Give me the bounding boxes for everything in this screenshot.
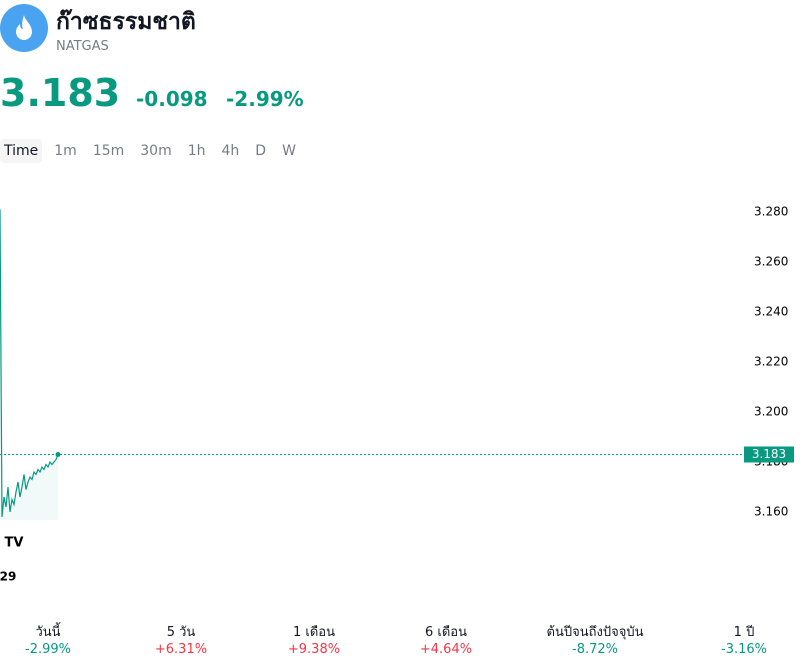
y-tick-label: 3.260 bbox=[754, 255, 788, 269]
logo: TV bbox=[5, 536, 24, 551]
change-percent: -2.99% bbox=[226, 87, 304, 111]
tab[interactable]: 1h bbox=[187, 143, 206, 159]
symbol: NATGAS bbox=[56, 39, 109, 54]
perf-value: +4.64% bbox=[419, 642, 473, 657]
area bbox=[0, 209, 58, 520]
y-tick-label: 3.200 bbox=[754, 405, 788, 419]
tab[interactable]: D bbox=[255, 143, 267, 159]
tab[interactable]: 15m bbox=[92, 143, 125, 159]
x-tick-label: 29 bbox=[0, 570, 16, 584]
tab[interactable]: Time bbox=[0, 139, 43, 163]
symbol-icon bbox=[0, 4, 48, 52]
tab[interactable]: 30m bbox=[140, 143, 172, 159]
perf-value: -3.16% bbox=[721, 642, 767, 657]
perf-value: +6.31% bbox=[154, 642, 208, 657]
perf-label: ต้นปีจนถึงปัจจุบัน bbox=[546, 625, 644, 640]
line bbox=[0, 209, 59, 518]
price-label-bg bbox=[744, 446, 794, 463]
timeframe-tabs: Time 1m 15m 30m 1h 4h D W bbox=[0, 139, 308, 163]
perf-value: -2.99% bbox=[25, 642, 71, 657]
price: 3.183 bbox=[0, 71, 121, 115]
perf-label: 6 เดือน bbox=[425, 625, 467, 640]
price-label: 3.183 bbox=[752, 447, 786, 461]
perf-value: -8.72% bbox=[572, 642, 618, 657]
perf-label: 1 ปี bbox=[733, 625, 755, 640]
title: ก๊าซธรรมชาติ bbox=[56, 9, 196, 35]
perf-label: 5 วัน bbox=[166, 625, 196, 640]
perf-label: วันนี้ bbox=[35, 625, 61, 640]
y-tick-label: 3.240 bbox=[754, 305, 788, 319]
tab[interactable]: 4h bbox=[221, 143, 240, 159]
change: -0.098 bbox=[136, 87, 208, 111]
y-tick-label: 3.280 bbox=[754, 205, 788, 219]
y-tick-label: 3.220 bbox=[754, 355, 788, 369]
logo-bg bbox=[0, 528, 30, 558]
chart: TV 3.1603.1803.2003.2203.2403.2603.2803.… bbox=[0, 205, 794, 584]
perf-value: +9.38% bbox=[287, 642, 341, 657]
tab[interactable]: 1m bbox=[54, 143, 77, 159]
y-tick-label: 3.160 bbox=[754, 505, 788, 519]
tab[interactable]: W bbox=[282, 143, 296, 159]
perf-label: 1 เดือน bbox=[293, 625, 335, 640]
